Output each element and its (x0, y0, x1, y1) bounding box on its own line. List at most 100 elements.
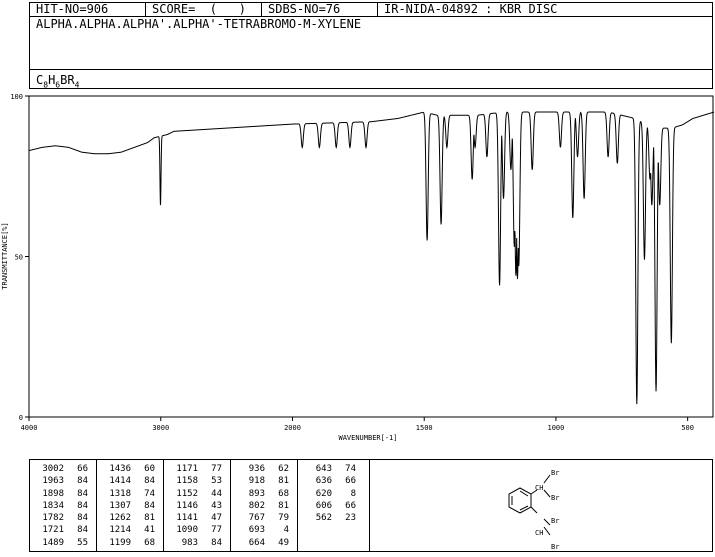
peak-row: 1152 44 (168, 488, 230, 500)
peak-transmittance: 53 (211, 476, 222, 487)
formula-box: C8H6BR4 (29, 69, 713, 89)
peak-transmittance: 77 (211, 464, 222, 474)
peak-row: 1262 81 (101, 512, 163, 524)
formula-h: H (48, 73, 56, 87)
br-label: Br (551, 543, 559, 551)
peak-wavenumber: 802 (248, 500, 265, 511)
peak-wavenumber: 1262 (109, 513, 131, 524)
peak-wavenumber: 1090 (176, 525, 198, 536)
bond-bottom (530, 506, 538, 514)
peak-row: 664 49 (235, 537, 297, 549)
peak-transmittance: 74 (144, 488, 155, 499)
peak-wavenumber: 636 (315, 476, 332, 487)
peak-row: 1898 84 (34, 488, 96, 500)
formula-c: C (36, 73, 44, 87)
compound-name: ALPHA.ALPHA.ALPHA'.ALPHA'-TETRABROMO-M-X… (36, 17, 362, 31)
peak-row: 562 23 (302, 512, 369, 524)
formula-h-count: 6 (55, 80, 61, 90)
peak-column: 1171 77 1158 53 1152 44 1146 43 1141 47 1090 77 983 8… (164, 460, 231, 551)
peak-wavenumber: 1214 (109, 525, 131, 536)
peak-row: 1963 84 (34, 475, 96, 487)
score: SCORE= ( ) (146, 3, 262, 16)
peak-transmittance: 84 (77, 513, 88, 524)
structure-box: Br CH Br Br CH Br (370, 460, 712, 551)
peak-table: 3002 66 1963 84 1898 84 1834 84 1782 84 1721 84 1489… (29, 459, 713, 552)
sdbs-number: SDBS-NO=76 (262, 3, 378, 16)
peak-wavenumber: 1158 (176, 476, 198, 487)
peak-transmittance: 81 (278, 476, 289, 487)
br-label: Br (551, 469, 559, 477)
peak-transmittance: 66 (345, 500, 356, 511)
header-bar: HIT-NO=906 SCORE= ( ) SDBS-NO=76 IR-NIDA… (29, 2, 713, 17)
benzene-ring (508, 474, 551, 536)
peak-wavenumber: 1436 (109, 464, 131, 474)
peak-row: 1721 84 (34, 524, 96, 536)
peak-wavenumber: 606 (315, 500, 332, 511)
x-axis-label: WAVENUMBER[-1] (338, 434, 397, 442)
peak-transmittance: 68 (278, 488, 289, 499)
formula-br-count: 4 (74, 80, 80, 90)
peak-row: 983 84 (168, 537, 230, 549)
x-tick-label: 1500 (416, 424, 433, 432)
peak-transmittance: 44 (211, 488, 222, 499)
ir-spectrum-chart: 4000 3000 2000 1500 1000 500 0 50 100 WAVENUMBE… (1, 93, 715, 442)
peak-row: 918 81 (235, 475, 297, 487)
peak-row: 1158 53 (168, 475, 230, 487)
peak-row: 606 66 (302, 500, 369, 512)
peak-row: 767 79 (235, 512, 297, 524)
y-tick-label: 100 (10, 93, 23, 101)
peak-transmittance: 84 (77, 476, 88, 487)
peak-wavenumber: 1199 (109, 537, 131, 548)
y-axis-ticks: 0 50 100 (10, 93, 29, 422)
peak-transmittance: 55 (77, 537, 88, 548)
x-tick-label: 1000 (548, 424, 565, 432)
peak-row: 1199 68 (101, 537, 163, 549)
peak-row: 643 74 (302, 463, 369, 475)
peak-transmittance: 60 (144, 464, 155, 474)
molecular-formula: C8H6BR4 (30, 70, 712, 92)
peak-wavenumber: 918 (248, 476, 265, 487)
peak-wavenumber: 1834 (42, 500, 64, 511)
peak-wavenumber: 1171 (176, 464, 198, 474)
peak-transmittance: 84 (211, 537, 222, 548)
x-tick-label: 500 (681, 424, 694, 432)
peak-wavenumber: 1318 (109, 488, 131, 499)
ch-label: CH (535, 529, 543, 537)
peak-wavenumber: 3002 (42, 464, 64, 474)
peak-row: 3002 66 (34, 463, 96, 475)
peak-transmittance: 68 (144, 537, 155, 548)
y-axis-label: TRANSMITTANCE[%] (1, 222, 9, 289)
peak-row: 1834 84 (34, 500, 96, 512)
peak-transmittance: 43 (211, 500, 222, 511)
peak-wavenumber: 1141 (176, 513, 198, 524)
peak-wavenumber: 893 (248, 488, 265, 499)
peak-wavenumber: 1898 (42, 488, 64, 499)
br-label: Br (551, 494, 559, 502)
peak-row: 1171 77 (168, 463, 230, 475)
peak-wavenumber: 936 (248, 464, 265, 474)
peak-transmittance: 84 (144, 500, 155, 511)
peak-row: 1782 84 (34, 512, 96, 524)
br-label: Br (551, 517, 559, 525)
peak-transmittance: 4 (283, 525, 289, 536)
x-tick-label: 3000 (152, 424, 169, 432)
formula-br: BR (60, 73, 75, 87)
peak-transmittance: 66 (345, 476, 356, 487)
peak-wavenumber: 1782 (42, 513, 64, 524)
ch-label: CH (535, 484, 543, 492)
peak-row: 620 8 (302, 488, 369, 500)
y-tick-label: 0 (19, 414, 23, 422)
peak-transmittance: 74 (345, 464, 356, 474)
peak-row: 693 4 (235, 524, 297, 536)
molecule-structure: Br CH Br Br CH Br (508, 469, 559, 551)
peak-wavenumber: 1152 (176, 488, 198, 499)
peak-transmittance: 23 (345, 513, 356, 524)
x-axis-ticks: 4000 3000 2000 1500 1000 500 (21, 417, 694, 432)
spectrum-line (28, 111, 715, 405)
peak-transmittance: 8 (350, 488, 356, 499)
peak-wavenumber: 620 (315, 488, 332, 499)
peak-wavenumber: 1963 (42, 476, 64, 487)
peak-wavenumber: 1721 (42, 525, 64, 536)
peak-transmittance: 84 (144, 476, 155, 487)
peak-row: 636 66 (302, 475, 369, 487)
